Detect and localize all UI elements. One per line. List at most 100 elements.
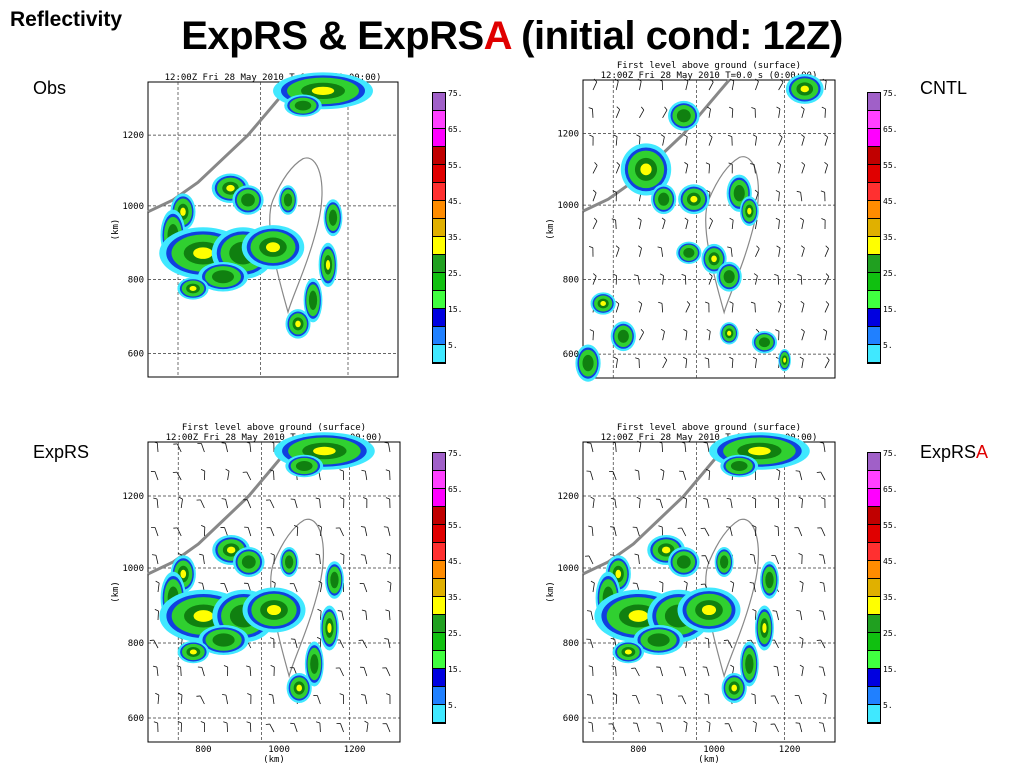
colorbar-segment	[868, 597, 880, 615]
colorbar-segment	[433, 237, 445, 255]
plot-panel-exprsa: First level above ground (surface) 12:00Z…	[545, 420, 900, 765]
colorbar-segment	[868, 309, 880, 327]
y-axis-unit: (km)	[546, 581, 556, 603]
colorbar-label: 55.	[883, 161, 898, 170]
title-main: ExpRS & ExpRS	[181, 14, 484, 58]
panel-label-exprsa: ExpRSA	[920, 442, 989, 462]
y-tick-label: 800	[128, 639, 144, 649]
colorbar-segment	[868, 507, 880, 525]
plot-header: 12:00Z Fri 28 May 2010 T=0.0 s (0:00:00)	[166, 433, 383, 443]
colorbar-segment	[868, 651, 880, 669]
colorbar-segment	[433, 201, 445, 219]
colorbar-label: 65.	[448, 485, 463, 494]
plot-subheader: First level above ground (surface)	[617, 61, 801, 71]
colorbar	[867, 92, 881, 364]
plot-panel-exprs: First level above ground (surface) 12:00Z…	[110, 420, 465, 765]
colorbar-segment	[433, 669, 445, 687]
colorbar-segment	[433, 219, 445, 237]
plot-header: 12:00Z Fri 28 May 2010 T=0.0 s (0:00:00)	[601, 71, 818, 81]
coastline	[147, 441, 296, 576]
colorbar-segment	[868, 219, 880, 237]
y-tick-label: 1000	[122, 564, 144, 574]
colorbar-segment	[433, 129, 445, 147]
colorbar-segment	[868, 543, 880, 561]
plot-svg-exprs: First level above ground (surface)12:00Z…	[111, 423, 401, 765]
colorbar-label: 75.	[448, 89, 463, 98]
colorbar-label: 25.	[448, 629, 463, 638]
y-tick-label: 1200	[122, 492, 144, 502]
colorbar-label: 35.	[883, 233, 898, 242]
y-tick-label: 1200	[122, 131, 144, 141]
corner-label: Reflectivity	[10, 8, 123, 31]
colorbar-segment	[433, 111, 445, 129]
colorbar-label: 25.	[883, 629, 898, 638]
colorbar-segment	[868, 687, 880, 705]
y-tick-label: 1000	[122, 202, 144, 212]
colorbar-segment	[433, 183, 445, 201]
colorbar-segment	[433, 147, 445, 165]
colorbar-segment	[868, 453, 880, 471]
colorbar-label: 15.	[448, 665, 463, 674]
colorbar-label: 15.	[883, 305, 898, 314]
y-tick-label: 1000	[557, 201, 579, 211]
y-axis-unit: (km)	[546, 218, 556, 240]
y-tick-label: 600	[563, 714, 579, 724]
panel-label-obs: Obs	[33, 78, 67, 98]
plot-header: 12:00Z Fri 28 May 2010 T=0.0 s (0:00:00)	[601, 433, 818, 443]
colorbar-segment	[433, 597, 445, 615]
colorbar-segment	[433, 273, 445, 291]
colorbar-segment	[868, 237, 880, 255]
colorbar-label: 5.	[883, 701, 893, 710]
colorbar-segment	[868, 345, 880, 363]
colorbar-label: 45.	[883, 197, 898, 206]
colorbar-segment	[868, 489, 880, 507]
x-tick-label: 800	[195, 745, 211, 755]
colorbar-segment	[433, 309, 445, 327]
colorbar-label: 15.	[883, 665, 898, 674]
colorbar-segment	[433, 561, 445, 579]
colorbar-segment	[868, 129, 880, 147]
panel-label-cntl: CNTL	[920, 78, 968, 98]
colorbar-label: 25.	[883, 269, 898, 278]
colorbar-segment	[868, 147, 880, 165]
colorbar-label: 5.	[448, 701, 458, 710]
y-tick-label: 1200	[557, 492, 579, 502]
x-tick-label: 1200	[344, 745, 366, 755]
colorbar-segment	[433, 345, 445, 363]
colorbar-segment	[868, 561, 880, 579]
panel-label-exprs: ExpRS	[33, 442, 90, 462]
title-red-letter: A	[483, 14, 511, 58]
colorbar-label: 65.	[448, 125, 463, 134]
coastline	[582, 441, 731, 576]
colorbar-segment	[433, 543, 445, 561]
colorbar-segment	[868, 165, 880, 183]
colorbar-segment	[868, 291, 880, 309]
colorbar	[432, 452, 446, 724]
y-tick-label: 800	[563, 276, 579, 286]
colorbar-segment	[433, 651, 445, 669]
colorbar-label: 65.	[883, 125, 898, 134]
y-tick-label: 600	[128, 714, 144, 724]
colorbar-label: 55.	[883, 521, 898, 530]
colorbar-segment	[868, 615, 880, 633]
colorbar	[867, 452, 881, 724]
y-axis-unit: (km)	[111, 581, 121, 603]
colorbar-segment	[433, 327, 445, 345]
colorbar-label: 45.	[448, 557, 463, 566]
colorbar-label: 35.	[448, 593, 463, 602]
y-tick-label: 800	[128, 276, 144, 286]
colorbar-label: 55.	[448, 161, 463, 170]
colorbar	[432, 92, 446, 364]
colorbar-label: 35.	[883, 593, 898, 602]
x-tick-label: 1200	[779, 745, 801, 755]
colorbar-segment	[868, 669, 880, 687]
slide-title: ExpRS & ExpRSA (initial cond: 12Z)	[0, 14, 1024, 59]
colorbar-segment	[868, 255, 880, 273]
x-axis-unit: (km)	[698, 755, 720, 765]
colorbar-label: 75.	[883, 89, 898, 98]
plot-svg-obs: 12:00Z Fri 28 May 2010 T=0.0 s (0:00:00)…	[111, 72, 399, 378]
colorbar-segment	[868, 111, 880, 129]
y-tick-label: 1200	[557, 130, 579, 140]
colorbar-label: 75.	[448, 449, 463, 458]
colorbar-segment	[868, 471, 880, 489]
